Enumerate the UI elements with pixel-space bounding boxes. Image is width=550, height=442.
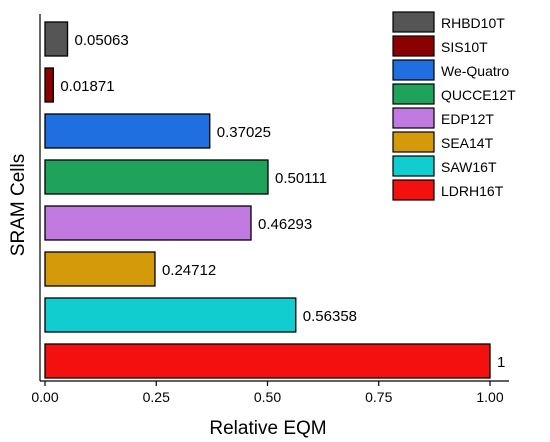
value-label-we-quatro: 0.37025: [217, 124, 271, 141]
legend-label-rhbd10t: RHBD10T: [441, 15, 505, 31]
x-tick-label: 0.25: [143, 389, 170, 405]
legend-swatch-edp12t: [392, 107, 435, 129]
legend-swatch-sis10t: [392, 35, 435, 57]
bar-qucce12t: [44, 159, 269, 195]
legend-swatch-saw16t: [392, 155, 435, 177]
bar-saw16t: [44, 297, 297, 333]
bar-rhbd10t: [44, 21, 69, 57]
x-tick-label: 0.00: [31, 389, 58, 405]
legend-label-edp12t: EDP12T: [441, 111, 494, 127]
value-label-saw16t: 0.56358: [303, 308, 357, 325]
legend-swatch-sea14t: [392, 131, 435, 153]
x-tick-label: 0.75: [365, 389, 392, 405]
legend-swatch-rhbd10t: [392, 11, 435, 33]
value-label-qucce12t: 0.50111: [275, 170, 327, 187]
legend-swatch-qucce12t: [392, 83, 435, 105]
legend-label-saw16t: SAW16T: [441, 159, 497, 175]
legend-label-qucce12t: QUCCE12T: [441, 87, 516, 103]
x-axis-title: Relative EQM: [209, 418, 326, 439]
x-ticks-group: 0.00 0.25 0.50 0.75 1.00: [31, 381, 504, 405]
x-tick-label: 0.50: [254, 389, 281, 405]
x-tick-label: 1.00: [476, 389, 503, 405]
value-label-sis10t: 0.01871: [60, 78, 114, 95]
y-axis-title: SRAM Cells: [8, 154, 29, 256]
legend-label-we-quatro: We-Quatro: [441, 63, 509, 79]
bar-sea14t: [44, 251, 156, 287]
legend-label-sis10t: SIS10T: [441, 39, 488, 55]
legend-label-sea14t: SEA14T: [441, 135, 494, 151]
bar-sis10t: [44, 67, 54, 103]
bar-we-quatro: [44, 113, 211, 149]
legend-swatch-ldrh16t: [392, 179, 435, 201]
value-label-edp12t: 0.46293: [258, 216, 312, 233]
value-label-ldrh16t: 1: [497, 354, 505, 371]
bar-edp12t: [44, 205, 252, 241]
legend-label-ldrh16t: LDRH16T: [441, 183, 504, 199]
value-labels-group: 0.05063 0.01871 0.37025 0.50111 0.46293 0.247…: [60, 32, 505, 371]
value-label-sea14t: 0.24712: [162, 262, 216, 279]
bars-group: [44, 21, 491, 379]
bar-ldrh16t: [44, 343, 491, 379]
legend: RHBD10T SIS10T We-Quatro QUCCE12T EDP12T SEA1…: [392, 11, 516, 201]
value-label-rhbd10t: 0.05063: [75, 32, 129, 49]
legend-swatch-we-quatro: [392, 59, 435, 81]
